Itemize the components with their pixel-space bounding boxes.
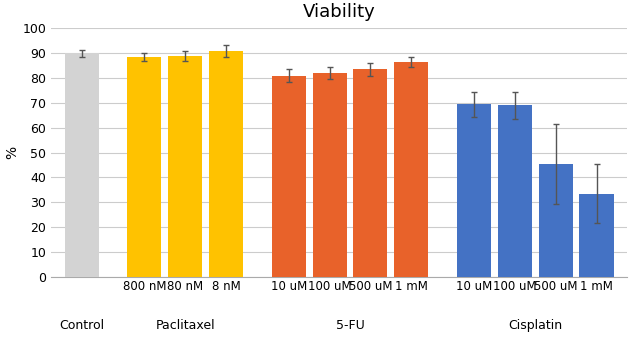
Text: Cisplatin: Cisplatin [508, 318, 562, 332]
Bar [312, 73, 347, 277]
Bar [168, 56, 202, 277]
Text: Paclitaxel: Paclitaxel [156, 318, 215, 332]
Bar [209, 51, 243, 277]
Title: Viability: Viability [303, 3, 376, 21]
Bar [353, 69, 387, 277]
Bar [457, 104, 491, 277]
Bar [271, 76, 306, 277]
Y-axis label: %: % [6, 146, 20, 159]
Bar [127, 57, 161, 277]
Bar [65, 53, 99, 277]
Bar [498, 105, 532, 277]
Bar [394, 62, 428, 277]
Text: 5-FU: 5-FU [335, 318, 364, 332]
Bar [539, 164, 573, 277]
Text: Control: Control [60, 318, 104, 332]
Bar [579, 193, 614, 277]
